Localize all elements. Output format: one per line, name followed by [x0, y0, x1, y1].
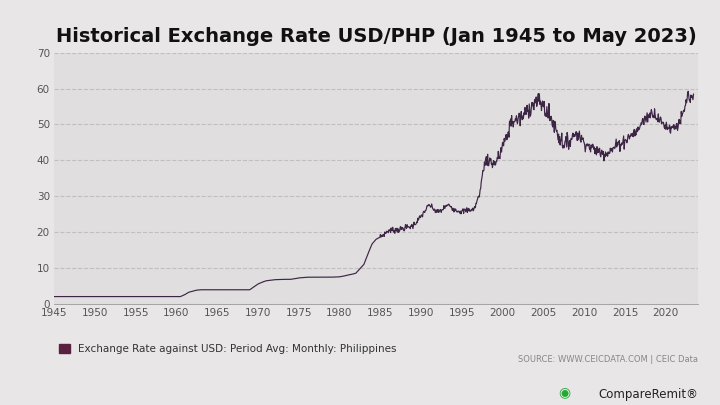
Text: ◉: ◉ — [558, 385, 570, 399]
Legend: Exchange Rate against USD: Period Avg: Monthly: Philippines: Exchange Rate against USD: Period Avg: M… — [59, 344, 397, 354]
Text: SOURCE: WWW.CEICDATA.COM | CEIC Data: SOURCE: WWW.CEICDATA.COM | CEIC Data — [518, 356, 698, 364]
Text: CompareRemit®: CompareRemit® — [598, 388, 698, 401]
Title: Historical Exchange Rate USD/PHP (Jan 1945 to May 2023): Historical Exchange Rate USD/PHP (Jan 19… — [56, 27, 696, 45]
